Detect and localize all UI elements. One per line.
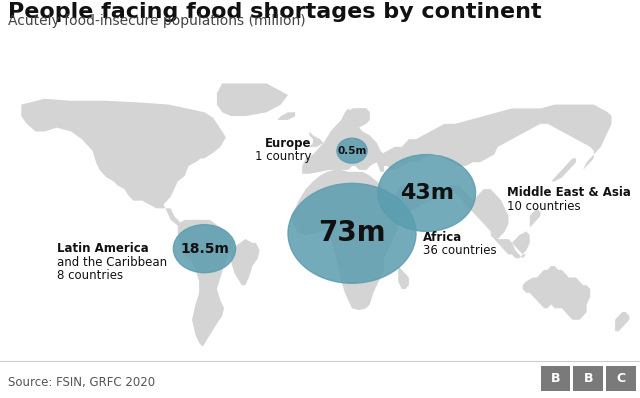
Text: B: B [551, 372, 560, 385]
Polygon shape [551, 158, 576, 181]
Polygon shape [178, 220, 260, 347]
Polygon shape [309, 131, 324, 147]
Polygon shape [512, 231, 530, 254]
Text: 0.5m: 0.5m [337, 146, 367, 156]
Text: Source: FSIN, GRFC 2020: Source: FSIN, GRFC 2020 [8, 377, 155, 389]
Polygon shape [398, 266, 409, 289]
Text: 8 countries: 8 countries [57, 269, 123, 282]
Polygon shape [292, 170, 398, 310]
Text: 73m: 73m [318, 219, 386, 247]
Text: C: C [616, 372, 625, 385]
Text: Europe: Europe [264, 137, 311, 150]
Ellipse shape [337, 138, 367, 163]
Ellipse shape [173, 224, 236, 273]
Text: and the Caribbean: and the Caribbean [57, 256, 167, 269]
Text: 10 countries: 10 countries [507, 200, 580, 213]
Text: 1 country: 1 country [255, 150, 311, 163]
FancyBboxPatch shape [606, 366, 636, 391]
Polygon shape [523, 266, 590, 320]
Ellipse shape [288, 183, 416, 283]
Text: 18.5m: 18.5m [180, 242, 229, 256]
Polygon shape [530, 208, 540, 228]
Text: 36 countries: 36 countries [423, 244, 497, 257]
FancyBboxPatch shape [541, 366, 570, 391]
Polygon shape [21, 99, 226, 228]
Text: Latin America: Latin America [57, 242, 148, 255]
FancyBboxPatch shape [573, 366, 603, 391]
Text: Africa: Africa [423, 231, 462, 244]
Ellipse shape [378, 154, 476, 231]
Text: Middle East & Asia: Middle East & Asia [507, 186, 630, 199]
Polygon shape [327, 108, 370, 135]
Text: B: B [584, 372, 593, 385]
Polygon shape [217, 84, 288, 116]
Text: Acutely food-insecure populations (million): Acutely food-insecure populations (milli… [8, 14, 305, 28]
Polygon shape [366, 105, 612, 258]
Polygon shape [491, 231, 508, 254]
Polygon shape [277, 112, 295, 120]
Polygon shape [302, 108, 388, 174]
Polygon shape [615, 312, 629, 331]
Text: 43m: 43m [399, 183, 454, 203]
Text: People facing food shortages by continent: People facing food shortages by continen… [8, 2, 541, 22]
